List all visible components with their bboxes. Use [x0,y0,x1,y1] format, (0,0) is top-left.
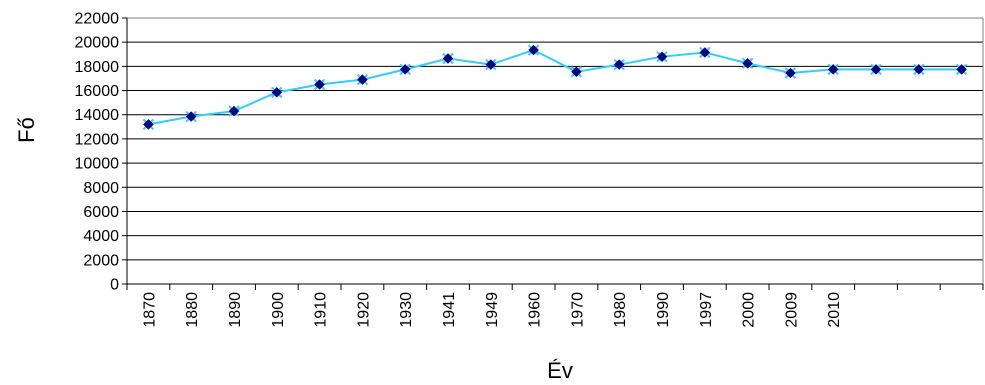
y-tick-label: 2000 [83,252,119,269]
data-point [699,46,711,59]
y-axis-ticks: 0 2000 4000 6000 8000 10000 12000 14000 16000 180… [75,11,127,294]
y-tick-label: 4000 [83,228,119,245]
x-tick-label: 1920 [355,292,372,328]
data-point [399,63,411,76]
x-tick-label: 1960 [527,292,544,328]
y-tick-label: 0 [110,277,119,294]
x-tick-label: 1980 [612,292,629,328]
data-point [570,66,583,78]
data-point [741,57,754,70]
y-tick-label: 6000 [83,204,119,221]
data-point [527,44,540,56]
y-tick-label: 18000 [75,59,120,76]
data-series [142,44,968,131]
data-point [827,63,839,76]
y-tick-label: 8000 [83,180,119,197]
x-tick-label: 1930 [398,292,415,328]
data-point [955,63,968,76]
x-tick-label: 1880 [184,292,201,328]
x-tick-label: 2009 [783,292,800,328]
data-point [228,105,240,117]
data-point [313,78,326,91]
x-tick-label: 1941 [441,292,458,328]
data-point [485,58,497,71]
x-tick-label: 1870 [141,292,158,328]
data-point [613,58,625,71]
y-tick-label: 12000 [75,131,120,148]
x-tick-label: 1949 [484,292,501,328]
x-tick-label: 2010 [826,292,843,328]
x-tick-label: 2000 [741,292,758,328]
x-tick-label: 1970 [569,292,586,328]
data-point [356,73,369,86]
x-tick-label: 1890 [227,292,244,328]
y-tick-label: 20000 [75,35,120,52]
x-tick-label: 1910 [313,292,330,328]
x-tick-label: 1900 [270,292,287,328]
data-point [442,52,454,65]
x-axis-ticks: 1870 1880 1890 1900 1910 1920 1930 1941 1949 1960… [126,284,984,328]
data-point [142,118,155,131]
y-tick-label: 14000 [75,107,120,124]
axes [126,18,984,285]
data-point [185,110,197,123]
data-point [870,63,882,76]
y-tick-label: 22000 [75,11,120,28]
y-tick-label: 16000 [75,83,120,100]
y-tick-label: 10000 [75,156,120,173]
series-line [148,48,962,126]
x-tick-label: 1997 [698,292,715,328]
gridlines [127,17,983,261]
y-axis-title: Fő [14,117,39,143]
data-point [656,50,668,63]
data-point [271,86,283,99]
data-point [784,67,797,79]
data-point [913,63,925,76]
x-tick-label: 1990 [655,292,672,328]
x-axis-title: Év [547,358,573,383]
